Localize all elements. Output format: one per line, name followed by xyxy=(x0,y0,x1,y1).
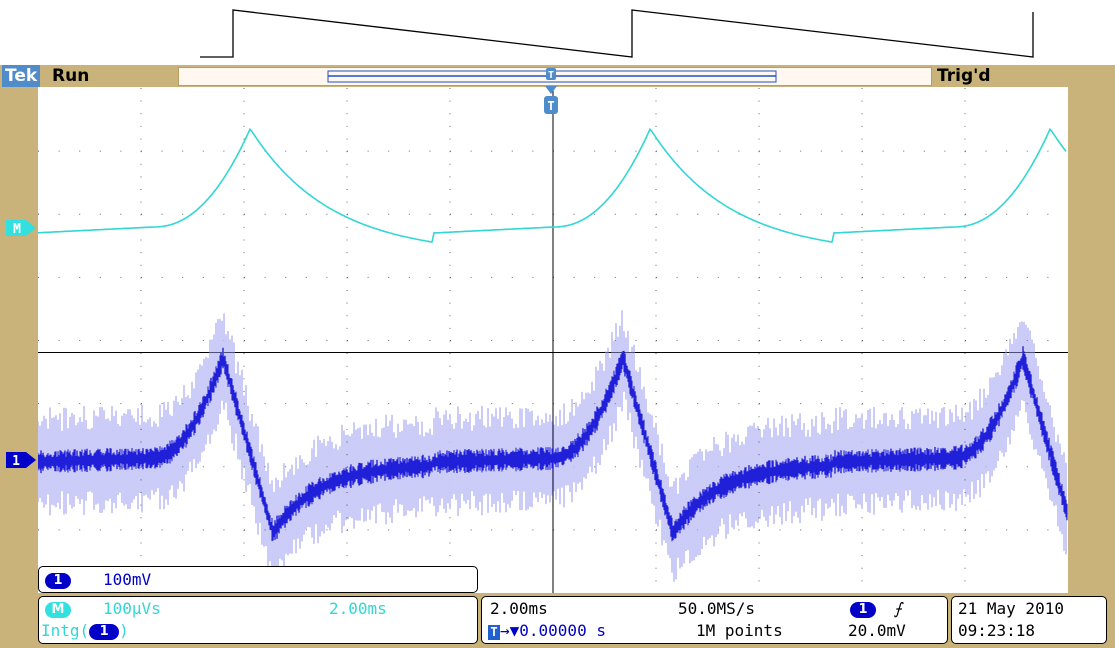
math-integral-waveform xyxy=(38,129,1066,242)
trigger-source: 1 ⨍ xyxy=(850,600,902,618)
channel1-scale: 100mV xyxy=(103,571,151,589)
trigger-position-icon: T xyxy=(488,625,500,640)
right-bezel xyxy=(1068,65,1115,648)
math-source-badge: 1 xyxy=(89,624,119,640)
trigger-status: Trig'd xyxy=(937,65,990,87)
reference-sawtooth-waveform xyxy=(0,0,1115,65)
channel1-readout[interactable]: 1 100mV xyxy=(38,566,478,593)
datetime-readout: 21 May 2010 09:23:18 xyxy=(951,596,1107,644)
sample-rate: 50.0MS/s xyxy=(678,600,755,618)
math-time-scale: 2.00ms xyxy=(329,600,387,618)
waveform-display[interactable] xyxy=(38,88,1068,593)
svg-text:M: M xyxy=(13,222,21,237)
svg-text:1: 1 xyxy=(12,454,20,469)
record-length: 1M points xyxy=(696,622,783,640)
horizontal-readout[interactable]: 2.00ms 50.0MS/s 1 ⨍ T →▼0.00000 s 1M poin… xyxy=(481,596,948,644)
channel1-badge: 1 xyxy=(45,573,71,589)
graticule-grid xyxy=(38,88,1048,593)
svg-text:T: T xyxy=(547,99,554,113)
time: 09:23:18 xyxy=(958,622,1035,640)
channel1-noise-band xyxy=(38,310,1066,582)
date: 21 May 2010 xyxy=(958,600,1064,618)
math-badge: M xyxy=(45,602,71,618)
trigger-position: T →▼0.00000 s xyxy=(488,622,606,640)
math-scale: 100µVs xyxy=(103,600,161,618)
channel1-ground-marker[interactable]: 1 xyxy=(4,450,38,470)
svg-text:T: T xyxy=(548,70,554,81)
time-per-division: 2.00ms xyxy=(490,600,548,618)
math-ground-marker[interactable]: M xyxy=(4,218,38,238)
math-function: Intg(1) xyxy=(41,622,129,640)
trigger-source-badge: 1 xyxy=(850,602,876,618)
trigger-level: 20.0mV xyxy=(848,622,906,640)
trigger-position-marker[interactable]: T T xyxy=(540,66,562,118)
math-readout[interactable]: M 100µVs 2.00ms Intg(1) xyxy=(38,596,478,644)
acquisition-status: Run xyxy=(52,65,89,87)
left-bezel xyxy=(0,65,38,648)
rising-edge-icon: ⨍ xyxy=(894,599,902,618)
brand-logo: Tek xyxy=(2,65,40,87)
